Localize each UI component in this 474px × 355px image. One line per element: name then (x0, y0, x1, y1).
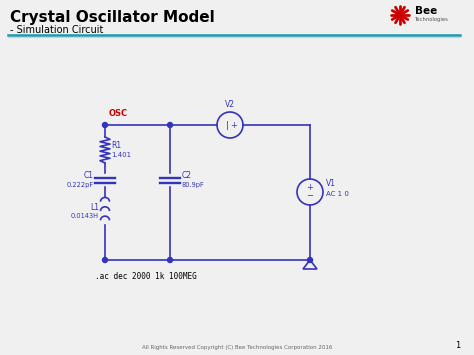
Text: 0.0143H: 0.0143H (71, 213, 99, 219)
Text: |: | (226, 120, 228, 130)
Circle shape (167, 257, 173, 262)
Text: All Rights Reserved Copyright (C) Bee Technologies Corporation 2016: All Rights Reserved Copyright (C) Bee Te… (142, 345, 332, 350)
Text: V1: V1 (326, 180, 336, 189)
Circle shape (167, 122, 173, 127)
Text: +: + (307, 184, 313, 192)
Text: L1: L1 (90, 202, 99, 212)
Text: +: + (230, 120, 237, 130)
Text: Crystal Oscillator Model: Crystal Oscillator Model (10, 10, 215, 25)
Text: −: − (307, 191, 313, 201)
Circle shape (102, 122, 108, 127)
Text: R1: R1 (111, 142, 121, 151)
Text: C1: C1 (84, 170, 94, 180)
Text: 1.401: 1.401 (111, 152, 131, 158)
Text: .ac dec 2000 1k 100MEG: .ac dec 2000 1k 100MEG (95, 272, 197, 281)
Text: 80.9pF: 80.9pF (182, 182, 205, 188)
Text: - Simulation Circuit: - Simulation Circuit (10, 25, 103, 35)
Text: Technologies: Technologies (415, 17, 449, 22)
Text: AC 1 0: AC 1 0 (326, 191, 349, 197)
Text: Bee: Bee (415, 6, 437, 16)
Circle shape (308, 257, 312, 262)
Text: 0.222pF: 0.222pF (67, 182, 94, 188)
Text: 1: 1 (455, 341, 460, 350)
Text: OSC: OSC (109, 109, 128, 118)
Text: V2: V2 (225, 100, 235, 109)
Circle shape (102, 257, 108, 262)
Text: C2: C2 (182, 170, 192, 180)
